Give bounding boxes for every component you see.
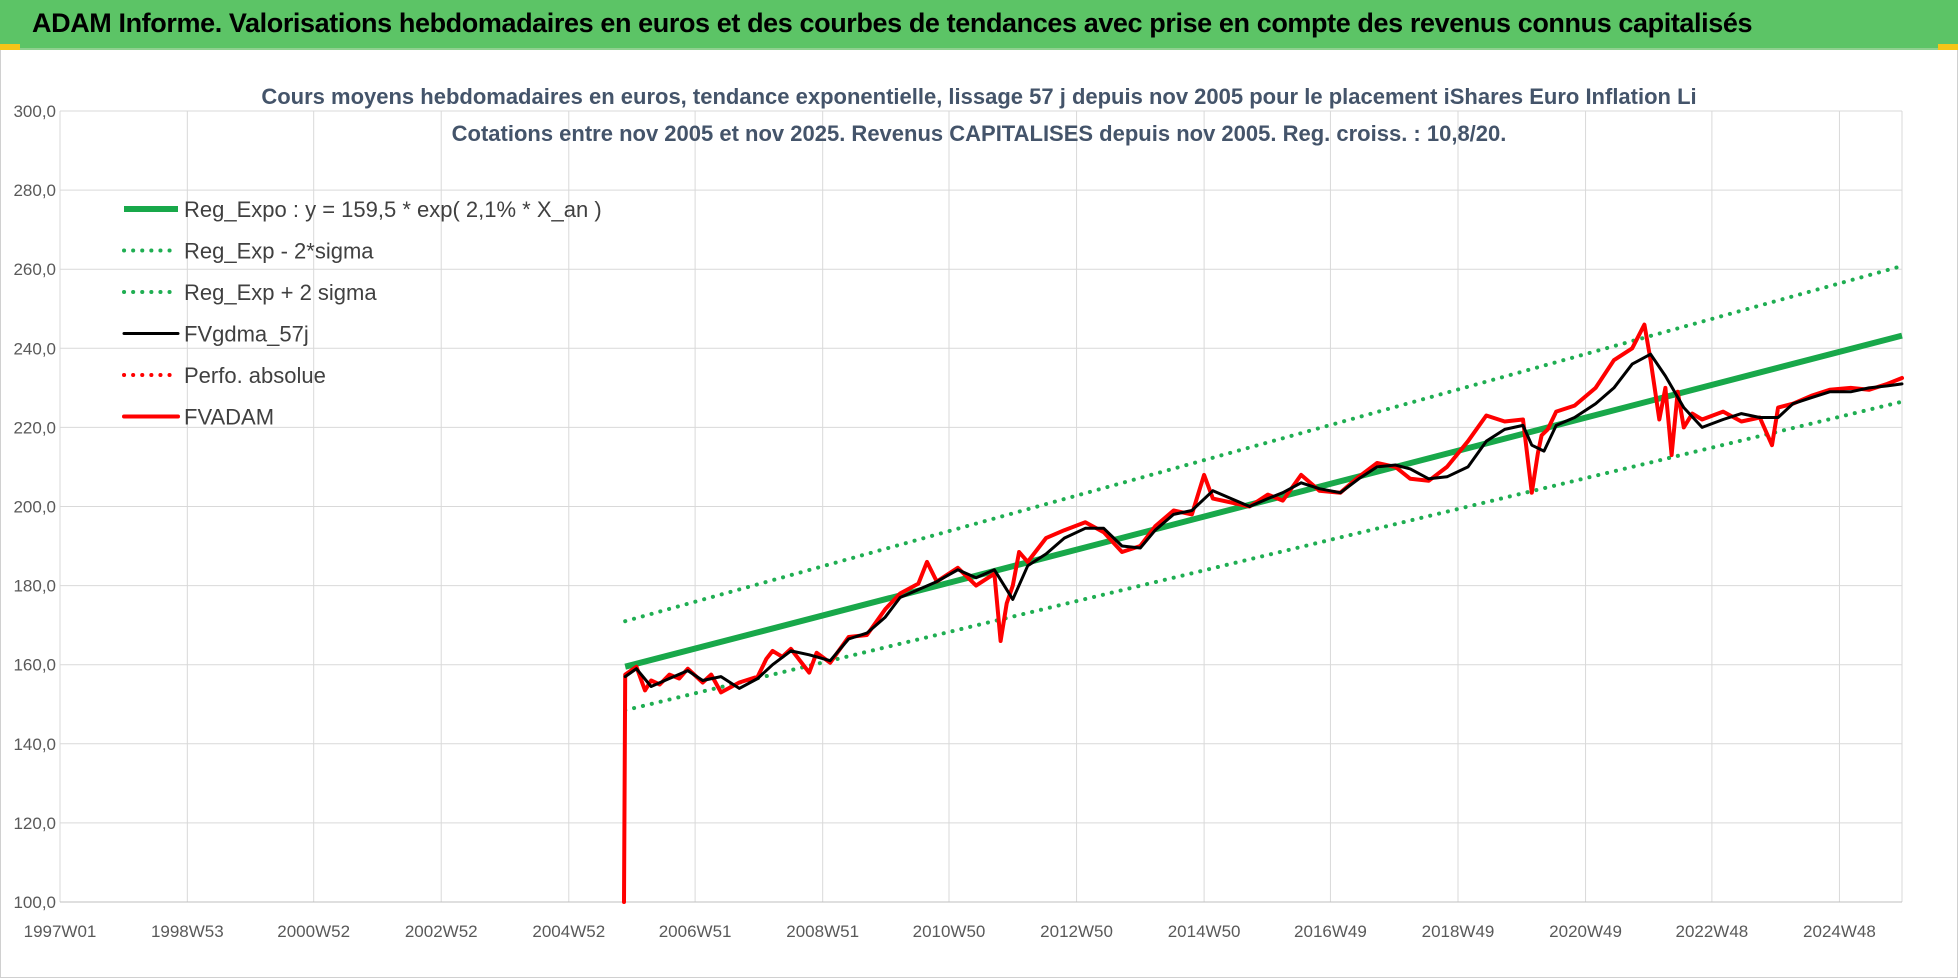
fvadam-line: [622, 322, 1904, 904]
x-tick-label: 2018W49: [1422, 922, 1495, 941]
legend-fvgdma-57j-label: FVgdma_57j: [184, 322, 309, 347]
y-axis-tick-labels: 100,0 120,0 140,0 160,0 180,0 200,0 220,0 240,0…: [13, 102, 56, 912]
y-tick-label: 180,0: [13, 577, 56, 596]
x-tick-label: 2002W52: [405, 922, 478, 941]
report-banner: ADAM Informe. Valorisations hebdomadaire…: [0, 0, 1958, 50]
y-tick-label: 100,0: [13, 893, 56, 912]
legend-perfo-absolue-label: Perfo. absolue: [184, 363, 326, 388]
x-axis-tick-labels: 1997W01 1998W53 2000W52 2002W52 2004W52 2006W…: [24, 922, 1876, 941]
y-tick-label: 160,0: [13, 656, 56, 675]
chart-title: Cours moyens hebdomadaires en euros, ten…: [261, 84, 1696, 109]
y-tick-label: 140,0: [13, 735, 56, 754]
fvgdma-57j-line: [623, 352, 1904, 690]
y-tick-label: 240,0: [13, 339, 56, 358]
chart-legend: Reg_Expo : y = 159,5 * exp( 2,1% * X_an …: [122, 197, 602, 430]
x-tick-label: 2014W50: [1168, 922, 1241, 941]
y-tick-label: 260,0: [13, 260, 56, 279]
legend-fvadam-label: FVADAM: [184, 405, 274, 430]
reg-exp-minus-2sigma-line: [623, 399, 1904, 713]
x-tick-label: 1997W01: [24, 922, 97, 941]
vertical-gridlines: [59, 111, 1903, 902]
series-layer: [622, 264, 1904, 904]
reg-exp-plus-2sigma-line: [623, 264, 1904, 624]
banner-corner-left: [0, 44, 20, 50]
x-tick-label: 2006W51: [659, 922, 732, 941]
horizontal-gridlines: [60, 110, 1902, 903]
legend-reg-exp-minus-2sigma-label: Reg_Exp - 2*sigma: [184, 239, 374, 264]
x-tick-label: 2020W49: [1549, 922, 1622, 941]
x-tick-label: 2024W48: [1803, 922, 1876, 941]
x-tick-label: 2008W51: [786, 922, 859, 941]
y-tick-label: 200,0: [13, 498, 56, 517]
x-tick-label: 2004W52: [532, 922, 605, 941]
y-tick-label: 300,0: [13, 102, 56, 121]
legend-reg-exp-plus-2sigma-label: Reg_Exp + 2 sigma: [184, 280, 377, 305]
x-tick-label: 1998W53: [151, 922, 224, 941]
x-tick-label: 2022W48: [1675, 922, 1748, 941]
x-tick-label: 2016W49: [1294, 922, 1367, 941]
x-tick-label: 2000W52: [277, 922, 350, 941]
y-tick-label: 280,0: [13, 181, 56, 200]
y-tick-label: 220,0: [13, 418, 56, 437]
chart-subtitle: Cotations entre nov 2005 et nov 2025. Re…: [452, 121, 1507, 146]
legend-reg-expo-label: Reg_Expo : y = 159,5 * exp( 2,1% * X_an …: [184, 197, 602, 222]
banner-corner-right: [1938, 44, 1958, 50]
banner-title: ADAM Informe. Valorisations hebdomadaire…: [32, 8, 1753, 38]
x-tick-label: 2012W50: [1040, 922, 1113, 941]
x-tick-label: 2010W50: [913, 922, 986, 941]
y-tick-label: 120,0: [13, 814, 56, 833]
